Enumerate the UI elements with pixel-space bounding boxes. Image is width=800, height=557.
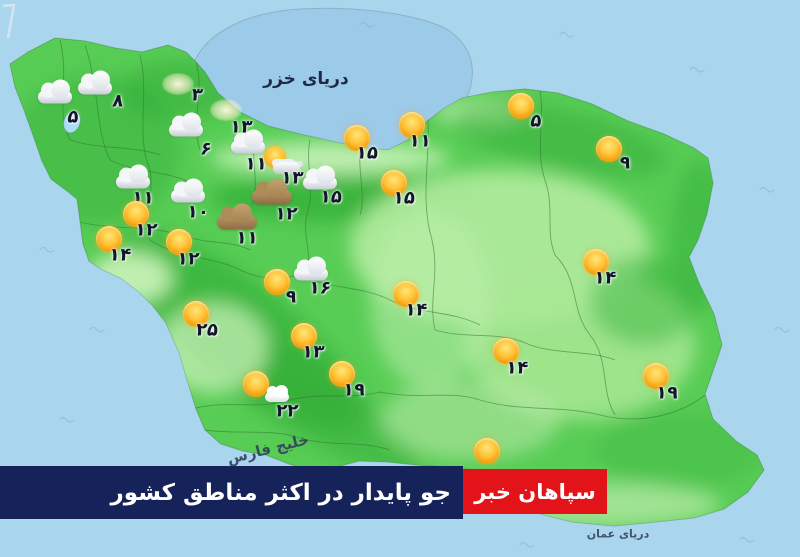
temperature-value: ۱۹ bbox=[654, 382, 680, 404]
cloud-icon bbox=[116, 164, 150, 189]
temperature-value: ۱۵ bbox=[354, 142, 380, 164]
channel-name: سپاهان خبر bbox=[474, 479, 596, 504]
sea-wave-marks bbox=[39, 21, 790, 548]
temperature-value: ۱۱ bbox=[234, 227, 260, 249]
temperature-value: ۱۲ bbox=[273, 203, 299, 225]
sun-icon bbox=[291, 323, 317, 349]
temperature-value: ۱۹ bbox=[341, 379, 367, 401]
temperature-value: ۱۵ bbox=[318, 186, 344, 208]
sun-icon bbox=[243, 371, 269, 397]
sun-icon bbox=[508, 93, 534, 119]
temperature-value: ۱۴ bbox=[504, 357, 530, 379]
cloud-icon bbox=[303, 165, 337, 190]
sun-icon bbox=[329, 361, 355, 387]
caspian-sea-label: دریای خزر bbox=[263, 69, 349, 89]
lake-urmia bbox=[63, 110, 81, 134]
sun-icon bbox=[264, 269, 290, 295]
sun-icon bbox=[183, 301, 209, 327]
sun-faded-icon bbox=[162, 73, 194, 95]
cloud-small-icon bbox=[265, 385, 289, 402]
temperature-value: ۱۱ bbox=[407, 130, 433, 152]
temperature-value: ۱۶ bbox=[307, 277, 333, 299]
temperature-value: ۱۳ bbox=[300, 341, 326, 363]
dust-icon bbox=[252, 178, 292, 205]
temperature-value: ۱۵ bbox=[391, 187, 417, 209]
cloud-icon bbox=[294, 256, 328, 281]
sun-cloud-icon bbox=[262, 146, 300, 176]
sun-icon bbox=[493, 338, 519, 364]
temperature-value: ۱۴ bbox=[107, 244, 133, 266]
cloud-icon bbox=[78, 70, 112, 95]
sun-icon bbox=[96, 226, 122, 252]
sun-icon bbox=[344, 125, 370, 151]
temperature-value: ۱۴ bbox=[403, 299, 429, 321]
sun-icon bbox=[474, 438, 500, 464]
sun-icon bbox=[399, 112, 425, 138]
sun-icon bbox=[393, 281, 419, 307]
cloud-icon bbox=[171, 178, 205, 203]
temperature-value: ۱۲ bbox=[133, 219, 159, 241]
oman-sea-label: دریای عمان bbox=[586, 527, 650, 541]
terrain-shading bbox=[10, 39, 764, 526]
headline-text: جو پایدار در اکثر مناطق کشور bbox=[110, 479, 451, 506]
cloud-icon bbox=[169, 112, 203, 137]
headline-bar: جو پایدار در اکثر مناطق کشور bbox=[0, 466, 463, 519]
corner-watermark bbox=[2, 3, 16, 39]
dust-icon bbox=[217, 203, 257, 230]
cloud-icon bbox=[38, 79, 72, 104]
temperature-value: ۱۴ bbox=[592, 267, 618, 289]
sun-icon bbox=[596, 136, 622, 162]
cloud-icon bbox=[231, 129, 265, 154]
sun-icon bbox=[166, 229, 192, 255]
temperature-value: ۲۲ bbox=[274, 400, 300, 422]
temperature-value: ۱۲ bbox=[175, 248, 201, 270]
sun-icon bbox=[123, 201, 149, 227]
temperature-value: ۲۵ bbox=[194, 319, 220, 341]
sun-icon bbox=[583, 249, 609, 275]
sun-icon bbox=[381, 170, 407, 196]
channel-badge: سپاهان خبر bbox=[463, 469, 607, 514]
sun-faded-icon bbox=[210, 99, 242, 121]
sun-icon bbox=[643, 363, 669, 389]
temperature-value: ۱۰ bbox=[185, 201, 211, 223]
